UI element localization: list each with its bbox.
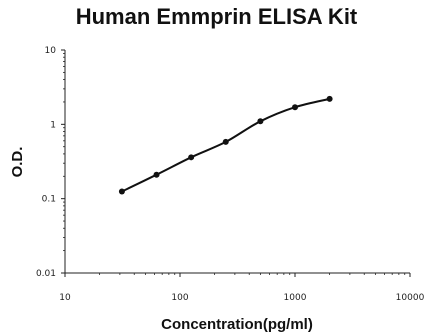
data-point bbox=[292, 104, 298, 111]
x-tick-label: 10000 bbox=[396, 293, 425, 303]
x-axis-title: Concentration(pg/ml) bbox=[161, 316, 313, 333]
axes bbox=[64, 50, 410, 274]
x-tick-label: 100 bbox=[171, 293, 188, 303]
y-tick-label: 0.1 bbox=[42, 195, 56, 205]
data-points bbox=[118, 95, 333, 195]
x-tick-label: 1000 bbox=[284, 293, 307, 303]
chart-title: Human Emmprin ELISA Kit bbox=[75, 4, 358, 29]
major-ticks bbox=[61, 49, 411, 277]
data-point bbox=[188, 154, 195, 161]
y-tick-label: 0.01 bbox=[36, 269, 56, 279]
y-tick-label: 1 bbox=[50, 120, 56, 130]
fit-curve bbox=[121, 97, 330, 193]
y-tick-label: 10 bbox=[45, 46, 57, 56]
data-point bbox=[326, 95, 333, 102]
x-tick-labels: 10 100 1000 10000 bbox=[59, 293, 424, 303]
data-point bbox=[153, 171, 160, 178]
data-point bbox=[257, 118, 264, 125]
data-point bbox=[222, 138, 229, 145]
minor-ticks bbox=[63, 53, 406, 275]
y-axis-title: O.D. bbox=[9, 147, 26, 178]
data-point bbox=[118, 188, 125, 195]
y-tick-labels: 0.01 0.1 1 10 bbox=[36, 46, 56, 279]
x-tick-label: 10 bbox=[59, 293, 71, 303]
